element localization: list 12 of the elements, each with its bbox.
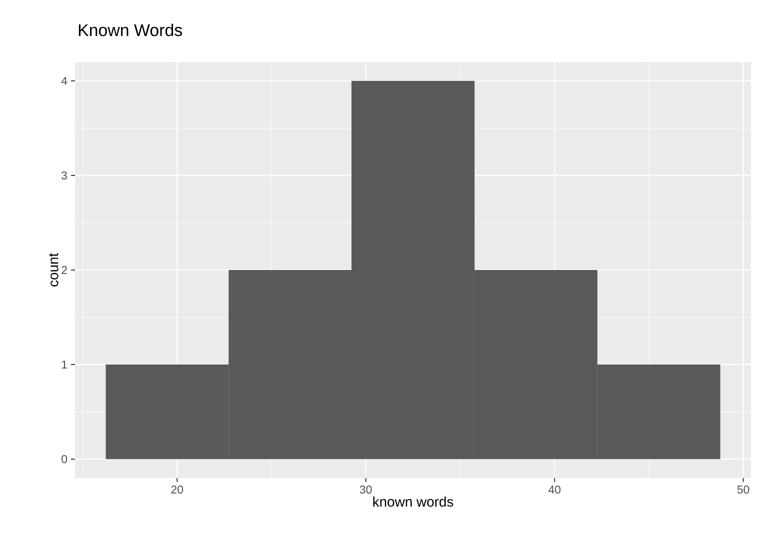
x-tick-label: 50 — [737, 486, 750, 494]
y-axis-title: count — [49, 253, 58, 286]
x-tick-label: 30 — [360, 486, 372, 494]
chart-title: Known Words — [78, 24, 182, 36]
y-tick-label: 2 — [62, 266, 67, 274]
x-tick-label: 20 — [171, 486, 184, 494]
y-tick-label: 1 — [62, 360, 67, 368]
y-tick-label: 4 — [61, 76, 68, 85]
y-tick-label: 0 — [62, 455, 68, 464]
x-axis-title: known words — [373, 496, 454, 507]
x-tick-label: 40 — [548, 486, 560, 494]
y-tick-label: 3 — [62, 171, 67, 180]
